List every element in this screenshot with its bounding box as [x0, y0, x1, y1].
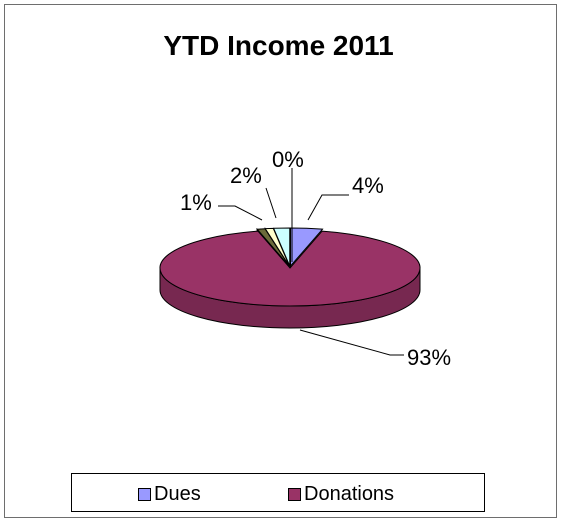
leader-line-1	[299, 329, 404, 356]
leader-line-2	[218, 205, 263, 221]
leader-line-0	[307, 194, 349, 221]
pie-slice-dues	[289, 227, 324, 268]
data-label-0: 4%	[352, 173, 384, 198]
data-label-1: 93%	[407, 345, 451, 370]
legend-swatch-dues	[138, 488, 151, 501]
legend-swatch-donations	[288, 488, 301, 501]
legend-label-donations: Donations	[304, 483, 395, 505]
legend-item-donations: Donations	[288, 483, 394, 506]
legend-item-dues: Dues	[138, 483, 201, 506]
data-label-2: 1%	[180, 190, 212, 215]
data-label-4: 2%	[230, 163, 262, 188]
chart-title: YTD Income 2011	[163, 30, 394, 61]
legend: Dues Donations	[71, 473, 485, 512]
legend-label-dues: Dues	[154, 483, 201, 505]
leader-line-4	[265, 187, 277, 219]
pie-slice-donations	[159, 230, 421, 307]
data-label-5: 0%	[272, 147, 304, 172]
